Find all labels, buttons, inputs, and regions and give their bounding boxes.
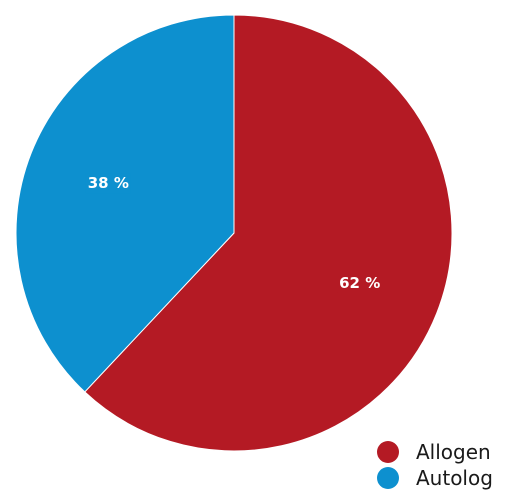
legend-marker-autolog [377, 467, 399, 489]
data-label-text-allogen: 62 % [339, 274, 380, 292]
data-label-autolog: 38 % [85, 173, 131, 194]
data-label-text-autolog: 38 % [88, 174, 129, 192]
data-label-bg-allogen [337, 272, 383, 293]
pie-slices [15, 14, 453, 452]
legend-marker-allogen [377, 441, 399, 463]
legend-item-autolog: Autolog [377, 466, 493, 490]
legend-item-allogen: Allogen [377, 440, 491, 464]
data-label-allogen: 62 % [337, 272, 383, 293]
pie-slice-allogen [84, 14, 453, 452]
legend-label-allogen: Allogen [416, 440, 491, 464]
pie-labels: 62 % 38 % [85, 173, 383, 293]
pie-slice-autolog [15, 14, 235, 393]
legend-label-autolog: Autolog [416, 466, 493, 490]
data-label-bg-autolog [85, 173, 131, 194]
